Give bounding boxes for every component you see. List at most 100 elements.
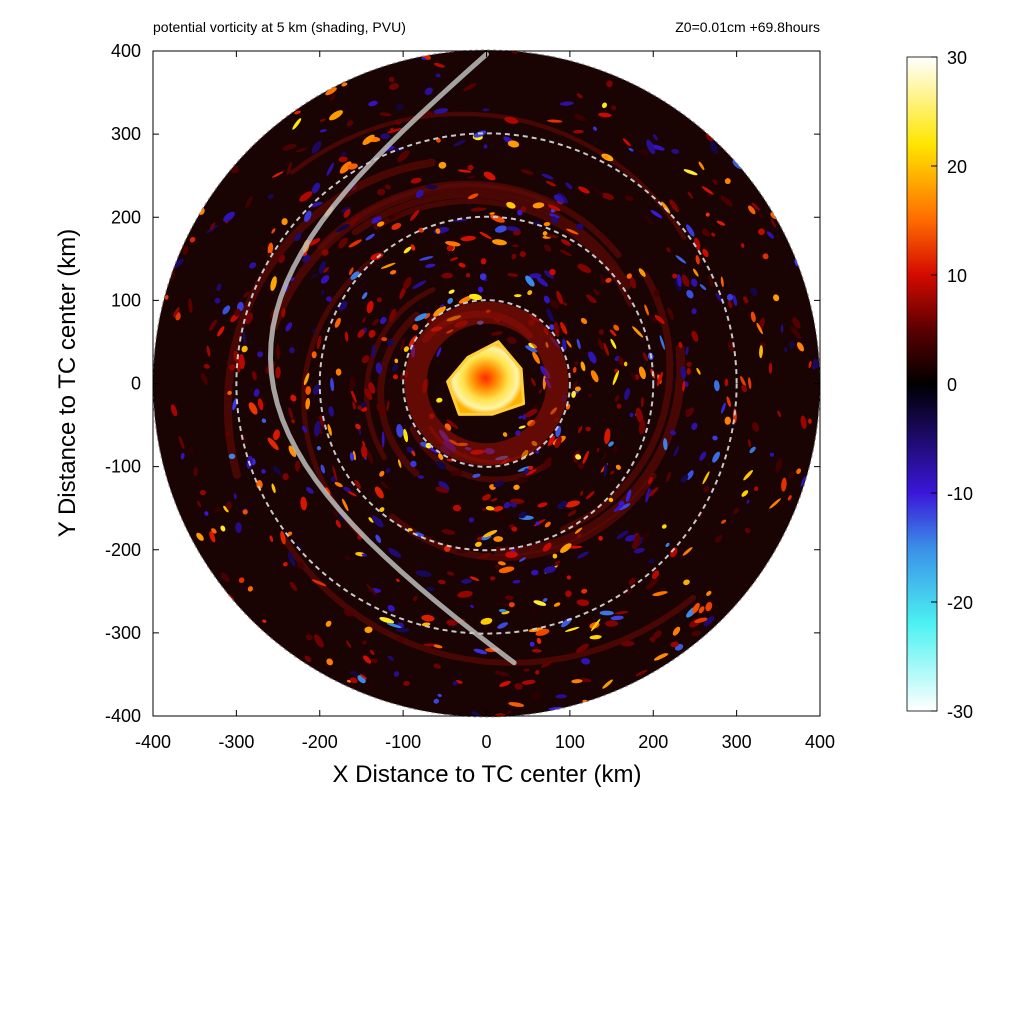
pv-blob: [425, 586, 436, 591]
pv-blob: [397, 150, 410, 163]
pv-blob: [701, 228, 710, 237]
pv-blob: [724, 378, 729, 387]
pv-blob: [245, 195, 253, 209]
pv-blob: [410, 209, 420, 221]
pv-blob: [348, 239, 362, 248]
pv-blob: [652, 134, 658, 141]
pv-blob: [403, 680, 410, 686]
pv-blob: [261, 469, 266, 474]
rainband-streak: [388, 472, 657, 561]
x-tick-label: 300: [722, 732, 752, 752]
pv-blob: [680, 366, 687, 380]
pv-blob: [588, 351, 597, 364]
pv-blob: [592, 126, 598, 131]
pv-blob: [311, 273, 319, 278]
pv-blob: [497, 561, 506, 566]
pv-blob: [493, 536, 504, 542]
pv-blob: [453, 139, 466, 147]
pv-blob: [536, 276, 549, 287]
pv-blob: [294, 232, 302, 242]
pv-blob: [223, 211, 235, 222]
pv-blob: [433, 62, 445, 68]
pv-blob: [180, 452, 185, 460]
pv-blob: [474, 541, 482, 547]
pv-blob: [554, 436, 562, 449]
pv-blob: [381, 431, 385, 448]
pv-blob: [469, 576, 480, 581]
pv-blob: [752, 421, 760, 433]
pv-blob: [364, 388, 373, 400]
pv-blob: [282, 143, 297, 151]
pv-blob: [490, 331, 503, 336]
pv-blob: [781, 477, 787, 492]
pv-blob: [789, 341, 795, 349]
rainband-streak: [281, 536, 697, 666]
pv-blob: [299, 191, 313, 202]
pv-blob: [777, 410, 782, 418]
pv-blob: [726, 293, 734, 301]
pv-blob: [748, 377, 752, 390]
pv-blob: [313, 634, 324, 648]
pv-blob: [235, 522, 242, 533]
pv-blob: [332, 465, 338, 482]
pv-blob: [680, 474, 689, 483]
pv-blob: [547, 435, 555, 447]
pv-blob: [494, 225, 508, 233]
pv-blob: [533, 600, 547, 606]
pv-blob: [756, 322, 763, 335]
pv-blob: [465, 273, 471, 278]
pv-blob: [388, 76, 395, 83]
pv-blob: [532, 202, 545, 209]
pv-blob: [635, 669, 648, 677]
pv-blob: [376, 403, 387, 417]
pv-blob: [242, 509, 248, 515]
pv-blob: [517, 466, 532, 472]
pv-blob: [808, 418, 812, 424]
pv-blob: [649, 314, 657, 324]
pv-blob: [335, 519, 341, 528]
pv-blob: [672, 273, 678, 279]
pv-blob: [780, 324, 784, 333]
pv-blob: [357, 329, 365, 338]
pv-blob: [800, 415, 807, 429]
pv-blob: [288, 445, 297, 458]
pv-blob: [529, 609, 539, 616]
pv-blob: [311, 351, 317, 359]
pv-blob: [629, 276, 637, 289]
pv-blob: [376, 188, 386, 196]
pv-blob: [505, 226, 520, 232]
pv-blob: [371, 344, 376, 359]
pv-blob: [613, 324, 620, 331]
pv-blob: [506, 710, 512, 715]
pv-blob: [527, 290, 533, 296]
pv-blob: [321, 249, 329, 256]
pv-blob: [371, 318, 380, 326]
pv-blob: [366, 300, 374, 314]
pv-blob: [433, 108, 449, 114]
pv-blob: [618, 356, 625, 366]
pv-blob: [598, 112, 612, 118]
pv-blob: [436, 397, 443, 403]
pv-blob: [395, 627, 410, 633]
pv-blob: [311, 182, 321, 194]
pv-blob: [273, 429, 280, 441]
pv-blob: [608, 497, 614, 503]
y-tick-label: 300: [111, 124, 141, 144]
pv-blob: [325, 620, 332, 627]
pv-blob: [505, 551, 518, 559]
pv-blob: [238, 354, 245, 370]
pv-blob: [710, 141, 718, 154]
pv-blob: [346, 120, 354, 127]
pv-blob: [535, 670, 540, 675]
rainband-streak: [223, 158, 436, 479]
pv-blob: [366, 450, 374, 464]
pv-blob: [705, 601, 713, 612]
pv-blob: [387, 338, 394, 347]
pv-blob: [703, 616, 715, 627]
pv-blob: [616, 403, 622, 409]
pv-blob: [702, 471, 710, 485]
pv-blob: [638, 268, 646, 277]
pv-blob: [566, 228, 579, 235]
pv-blob: [503, 501, 511, 509]
